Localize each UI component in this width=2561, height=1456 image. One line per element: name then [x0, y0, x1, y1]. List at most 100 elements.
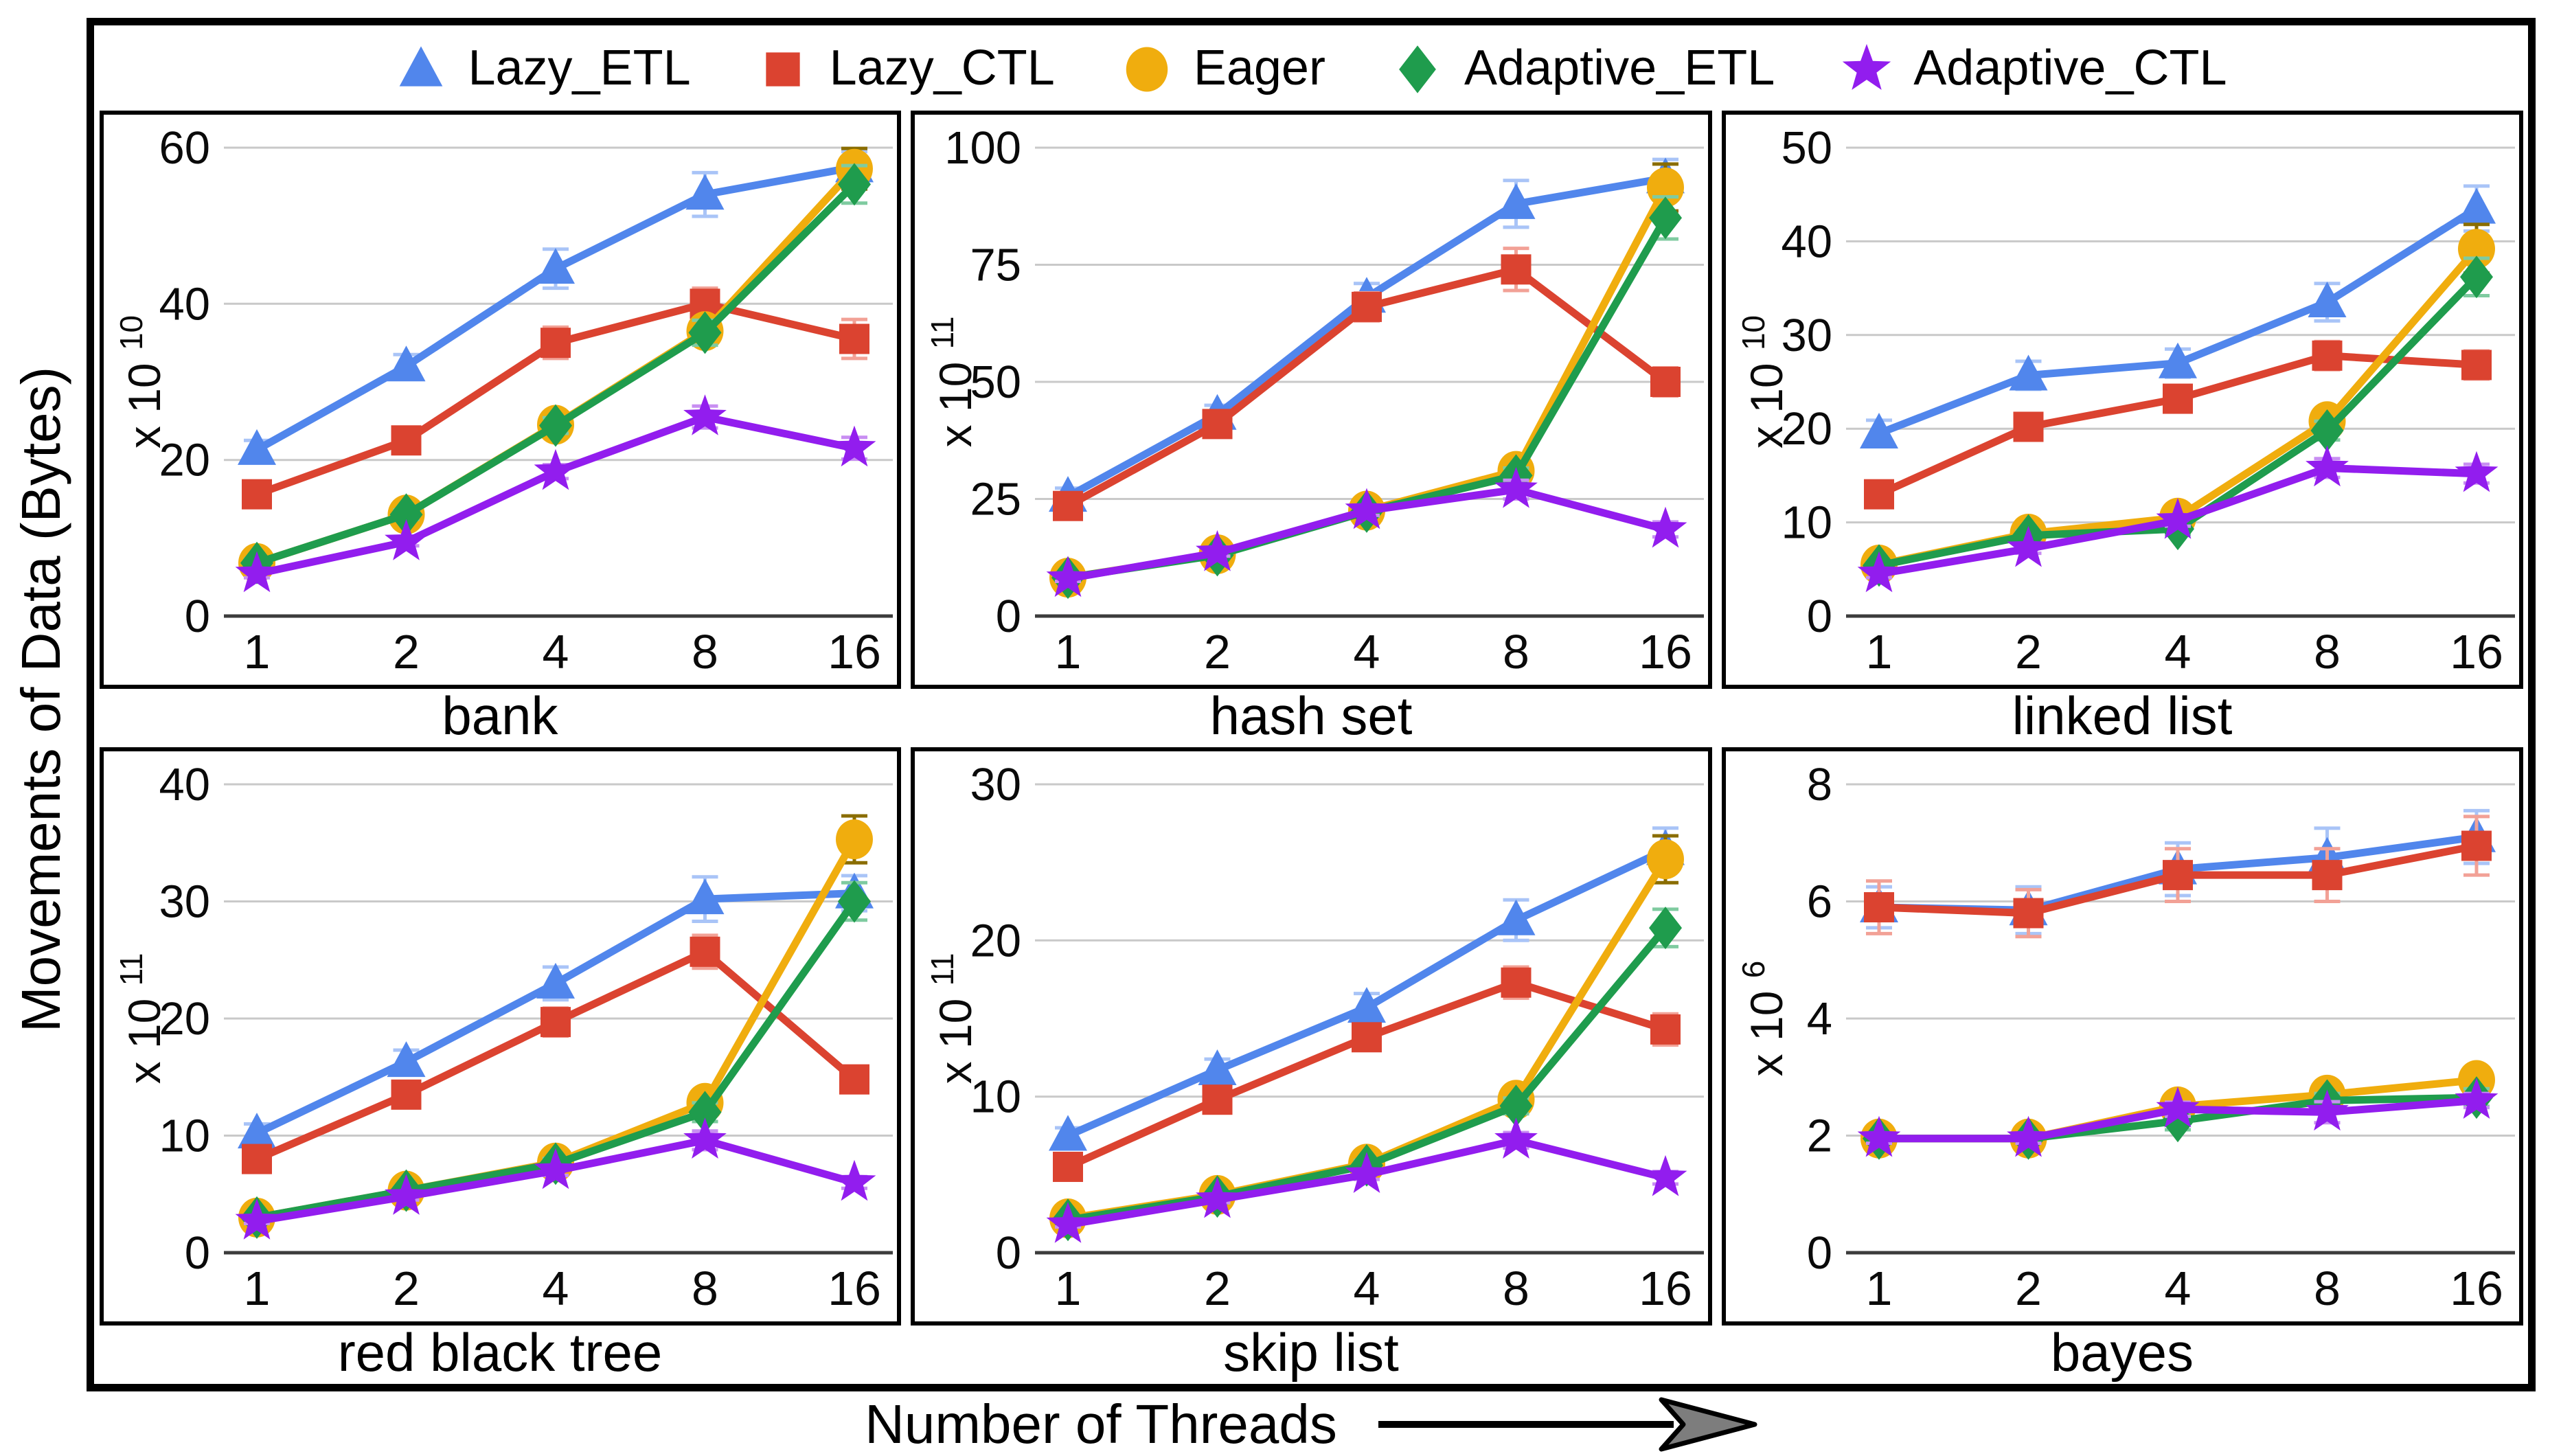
y-tick-label: 0	[184, 1227, 209, 1279]
series-adaptive-etl	[240, 880, 871, 1239]
x-tick-label: 16	[828, 1262, 881, 1315]
legend-label: Lazy_CTL	[829, 41, 1055, 95]
x-tick-label: 8	[692, 1262, 718, 1315]
x-tick-label: 4	[542, 625, 569, 679]
x-axis-label-row: Number of Threads	[87, 1394, 2536, 1455]
x-tick-label: 1	[1865, 625, 1892, 679]
series-lazy-ctl	[241, 933, 869, 1174]
subplot-title: hash set	[1209, 685, 1413, 746]
subplot-bank: 0 20 40 60 1 2 4 8 16 x 10 10 bank	[99, 111, 901, 747]
y-tick-label: 10	[1781, 497, 1832, 549]
series-lazy-etl	[237, 146, 874, 465]
x-tick-label: 16	[1639, 1262, 1692, 1315]
subplot-title: bank	[442, 685, 558, 746]
series-lazy-ctl	[1863, 815, 2492, 939]
legend-label: Eager	[1193, 41, 1325, 95]
legend-item-adaptive-etl: Adaptive_ETL	[1391, 40, 1775, 96]
x-tick-label: 4	[542, 1262, 569, 1315]
y-tick-label: 40	[159, 278, 210, 330]
x-tick-label: 1	[1054, 625, 1081, 679]
series-adaptive-etl	[1051, 195, 1682, 600]
legend-label: Adaptive_CTL	[1913, 41, 2227, 95]
series-lazy-etl	[237, 872, 874, 1149]
y-tick-label: 0	[995, 591, 1021, 642]
subplot-linked-list: 0 10 20 30 40 50 1 2 4 8 16 x 10 10 linked list	[1721, 111, 2523, 747]
y-tick-label: 20	[970, 915, 1021, 966]
y-tick-label: 30	[1781, 310, 1832, 361]
y-tick-label: 50	[1781, 122, 1832, 174]
series-lazy-ctl	[1052, 965, 1681, 1182]
x-tick-label: 2	[393, 625, 420, 679]
y-tick-label: 2	[1806, 1111, 1832, 1162]
y-tick-label: 30	[159, 876, 210, 928]
y-tick-label: 0	[1806, 591, 1832, 642]
legend-item-lazy-etl: Lazy_ETL	[395, 40, 691, 96]
x-tick-label: 2	[1204, 625, 1231, 679]
y-axis-label: Movements of Data (Bytes)	[10, 366, 71, 1032]
x-tick-label: 16	[1639, 625, 1692, 679]
x-tick-label: 8	[1503, 1262, 1529, 1315]
series-eager	[238, 146, 873, 583]
square-icon	[766, 52, 800, 87]
subplot-canvas: 0 10 20 30 40 1 2 4 8 16 x 10 11	[113, 759, 893, 1315]
y-tick-label: 8	[1806, 759, 1832, 810]
y-scale-label: x 10 11	[924, 953, 981, 1084]
plot-area: 0 10 20 30 1 2 4 8 16 x 10 11	[910, 747, 1712, 1326]
subplot-bayes: 0 2 4 6 8 1 2 4 8 16 x 10 6 bayes	[1721, 747, 2523, 1384]
series-adaptive-ctl	[235, 394, 876, 593]
x-tick-label: 2	[393, 1262, 420, 1315]
y-tick-label: 75	[970, 240, 1021, 291]
x-tick-label: 8	[2314, 625, 2341, 679]
series-adaptive-etl	[240, 163, 871, 584]
subplot-title: skip list	[1223, 1321, 1399, 1383]
y-tick-label: 100	[944, 122, 1021, 174]
y-tick-label: 50	[970, 356, 1021, 408]
star-icon	[1843, 44, 1891, 90]
x-tick-label: 1	[1054, 1262, 1081, 1315]
x-tick-label: 1	[243, 625, 270, 679]
circle-icon	[1126, 47, 1168, 92]
legend: Lazy_ETL Lazy_CTL Eager Adaptive_ETL Adaptiv…	[94, 25, 2528, 111]
series-adaptive-etl	[1862, 255, 2493, 587]
plot-area: 0 25 50 75 100 1 2 4 8 16 x 10 11	[910, 111, 1712, 689]
y-tick-label: 25	[970, 474, 1021, 525]
plot-panel: Lazy_ETL Lazy_CTL Eager Adaptive_ETL Adaptiv…	[87, 18, 2536, 1391]
series-adaptive-ctl	[1046, 466, 1687, 598]
y-tick-label: 40	[159, 759, 210, 810]
right-arrow-icon	[1378, 1397, 1757, 1452]
y-tick-label: 0	[184, 591, 209, 642]
x-tick-label: 4	[1353, 625, 1380, 679]
subplot-grid: 0 20 40 60 1 2 4 8 16 x 10 10 bank 0 25 50 75 100 1 2 4 8 16…	[94, 111, 2528, 1384]
y-tick-label: 30	[970, 759, 1021, 810]
subplot-red-black-tree: 0 10 20 30 40 1 2 4 8 16 x 10 11 red black tree	[99, 747, 901, 1384]
y-tick-label: 10	[159, 1111, 210, 1162]
legend-label: Lazy_ETL	[468, 41, 691, 95]
subplot-skip-list: 0 10 20 30 1 2 4 8 16 x 10 11 skip list	[910, 747, 1712, 1384]
plot-area: 0 2 4 6 8 1 2 4 8 16 x 10 6	[1721, 747, 2523, 1326]
subplot-title: red black tree	[337, 1321, 663, 1383]
subplot-canvas: 0 25 50 75 100 1 2 4 8 16 x 10 11	[924, 122, 1704, 679]
y-scale-label: x 10 11	[113, 953, 170, 1084]
subplot-canvas: 0 2 4 6 8 1 2 4 8 16 x 10 6	[1735, 759, 2515, 1315]
legend-item-eager: Eager	[1121, 40, 1325, 96]
x-tick-label: 8	[1503, 625, 1529, 679]
y-tick-label: 6	[1806, 876, 1832, 928]
y-tick-label: 20	[159, 993, 210, 1045]
legend-item-adaptive-ctl: Adaptive_CTL	[1841, 40, 2227, 96]
y-scale-label: x 10 11	[924, 317, 981, 448]
y-tick-label: 10	[970, 1071, 1021, 1123]
y-tick-label: 0	[995, 1227, 1021, 1279]
x-tick-label: 8	[692, 625, 718, 679]
series-adaptive-ctl	[1857, 445, 2498, 593]
subplot-title: linked list	[2012, 685, 2233, 746]
legend-item-lazy-ctl: Lazy_CTL	[757, 40, 1055, 96]
triangle-icon	[400, 46, 443, 87]
x-tick-label: 1	[1865, 1262, 1892, 1315]
x-tick-label: 4	[1353, 1262, 1380, 1315]
x-tick-label: 1	[243, 1262, 270, 1315]
y-tick-label: 20	[1781, 403, 1832, 455]
x-axis-label: Number of Threads	[865, 1394, 1337, 1455]
x-tick-label: 16	[828, 625, 881, 679]
